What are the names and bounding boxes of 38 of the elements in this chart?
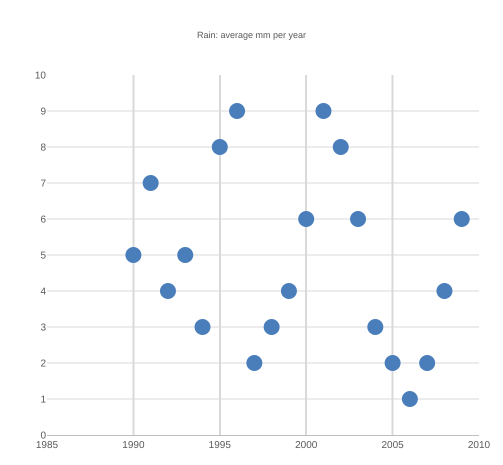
y-tick-label: 3: [40, 322, 46, 334]
point: [436, 283, 452, 299]
point: [264, 319, 280, 335]
point: [212, 139, 228, 155]
point: [419, 355, 436, 371]
x-tick-label: 1990: [122, 440, 145, 451]
point: [229, 103, 246, 119]
point: [160, 283, 176, 299]
y-tick-label: 4: [40, 286, 46, 298]
y-tick-label: 7: [40, 178, 46, 190]
x-tick-label: 1985: [36, 440, 59, 451]
y-tick-label: 0: [40, 430, 46, 442]
x-tick-label: 2005: [381, 440, 404, 451]
x-tick-label: 1995: [208, 440, 232, 451]
point: [194, 319, 211, 335]
y-tick-label: 5: [40, 250, 46, 262]
point: [177, 247, 194, 263]
point: [350, 211, 366, 227]
y-tick-label: 9: [40, 106, 46, 118]
chart-title: Rain: average mm per year: [196, 30, 306, 40]
point: [315, 103, 332, 119]
point: [142, 175, 159, 191]
y-tick-label: 8: [40, 142, 46, 154]
point: [384, 355, 401, 371]
point: [298, 211, 314, 227]
y-tick-label: 2: [40, 358, 46, 370]
x-tick-label: 2000: [295, 440, 318, 451]
point: [246, 355, 262, 371]
point: [402, 391, 418, 407]
point: [367, 319, 384, 335]
point: [332, 139, 349, 155]
point: [454, 211, 470, 227]
y-tick-label: 1: [40, 394, 46, 406]
y-tick-label: 10: [34, 70, 46, 82]
point: [125, 247, 142, 263]
point: [280, 283, 297, 299]
y-tick-label: 6: [40, 214, 46, 226]
x-tick-label: 2010: [468, 440, 491, 451]
